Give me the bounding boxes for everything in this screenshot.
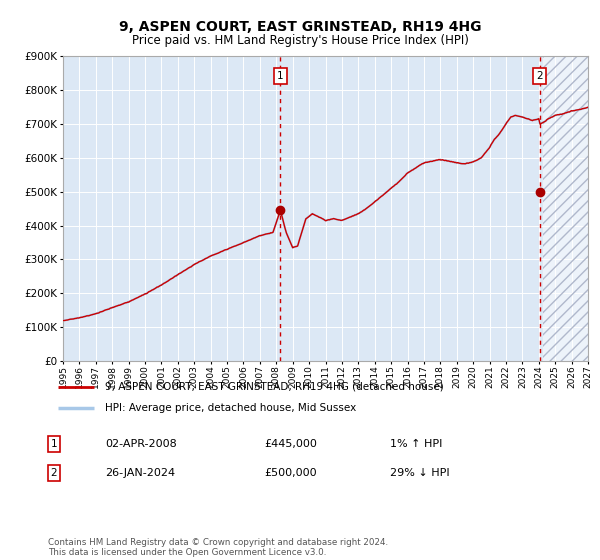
Text: 9, ASPEN COURT, EAST GRINSTEAD, RH19 4HG (detached house): 9, ASPEN COURT, EAST GRINSTEAD, RH19 4HG…	[105, 382, 443, 392]
Text: £500,000: £500,000	[264, 468, 317, 478]
Text: 2: 2	[536, 71, 543, 81]
Text: 1: 1	[50, 439, 58, 449]
Text: HPI: Average price, detached house, Mid Sussex: HPI: Average price, detached house, Mid …	[105, 403, 356, 413]
Text: 1: 1	[277, 71, 284, 81]
Text: Contains HM Land Registry data © Crown copyright and database right 2024.
This d: Contains HM Land Registry data © Crown c…	[48, 538, 388, 557]
Bar	[543, 56, 588, 361]
Text: £445,000: £445,000	[264, 439, 317, 449]
Text: 26-JAN-2024: 26-JAN-2024	[105, 468, 175, 478]
Text: 1% ↑ HPI: 1% ↑ HPI	[390, 439, 442, 449]
Text: 9, ASPEN COURT, EAST GRINSTEAD, RH19 4HG: 9, ASPEN COURT, EAST GRINSTEAD, RH19 4HG	[119, 20, 481, 34]
Text: 29% ↓ HPI: 29% ↓ HPI	[390, 468, 449, 478]
Text: Price paid vs. HM Land Registry's House Price Index (HPI): Price paid vs. HM Land Registry's House …	[131, 34, 469, 46]
Text: 2: 2	[50, 468, 58, 478]
Text: 02-APR-2008: 02-APR-2008	[105, 439, 177, 449]
Bar	[543, 56, 588, 361]
